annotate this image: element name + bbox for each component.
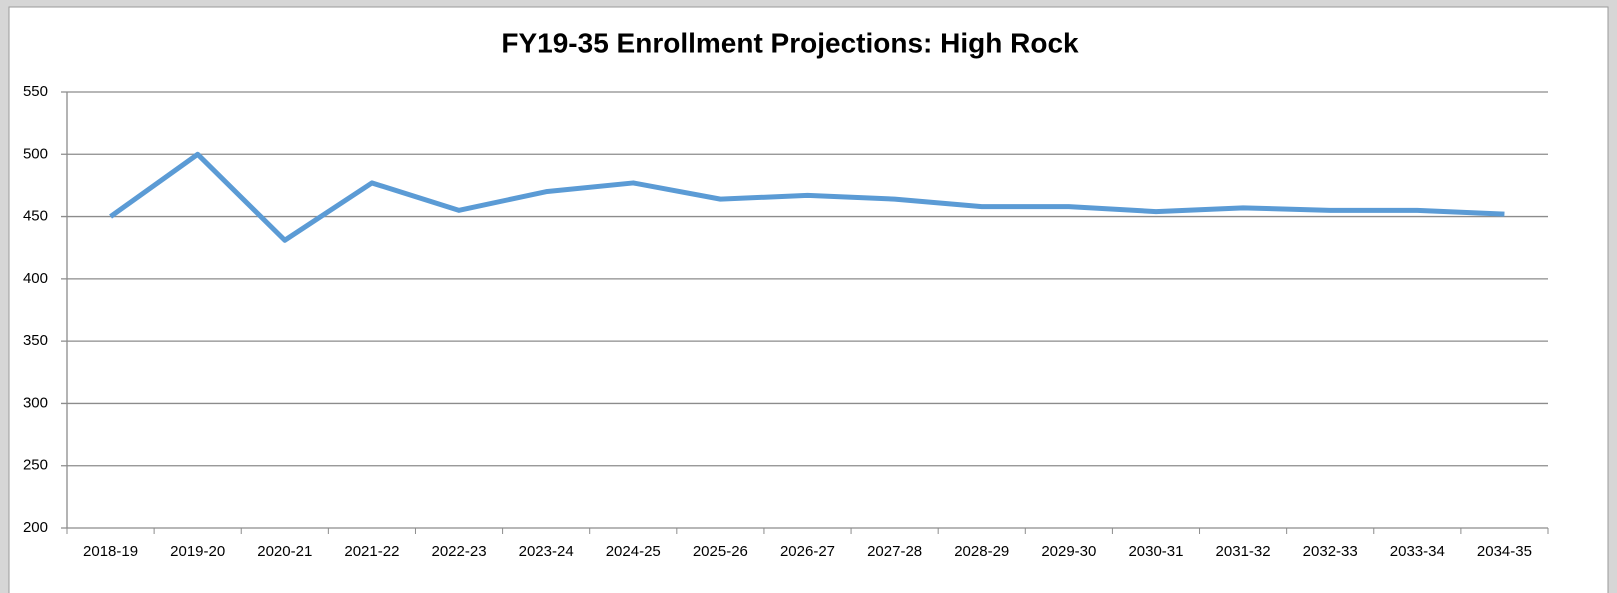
x-tick-label: 2027-28	[867, 543, 922, 560]
x-tick-label: 2031-32	[1216, 543, 1271, 560]
x-tick-label: 2028-29	[954, 543, 1009, 560]
chart-area	[8, 6, 1609, 593]
x-tick-label: 2019-20	[170, 543, 225, 560]
x-tick-label: 2018-19	[83, 543, 138, 560]
x-tick-label: 2024-25	[606, 543, 661, 560]
data-line	[109, 151, 1505, 243]
x-tick-label: 2030-31	[1128, 543, 1183, 560]
x-tick-label: 2032-33	[1303, 543, 1358, 560]
x-tick-label: 2029-30	[1041, 543, 1096, 560]
x-tick-label: 2034-35	[1477, 543, 1532, 560]
y-tick-label: 400	[23, 270, 48, 287]
x-tick-label: 2020-21	[257, 543, 312, 560]
y-tick-label: 550	[23, 83, 48, 100]
y-tick-label: 350	[23, 332, 48, 349]
x-tick-label: 2025-26	[693, 543, 748, 560]
y-tick-label: 300	[23, 394, 48, 411]
x-tick-label: 2022-23	[431, 543, 486, 560]
y-tick-label: 500	[23, 145, 48, 162]
x-tick-label: 2033-34	[1390, 543, 1445, 560]
y-tick-label: 250	[23, 457, 48, 474]
x-tick-label: 2023-24	[519, 543, 574, 560]
chart-title: FY19-35 Enrollment Projections: High Roc…	[501, 27, 1079, 58]
x-tick-label: 2021-22	[344, 543, 399, 560]
x-tick-label: 2026-27	[780, 543, 835, 560]
y-tick-label: 200	[23, 519, 48, 536]
y-tick-label: 450	[23, 208, 48, 225]
